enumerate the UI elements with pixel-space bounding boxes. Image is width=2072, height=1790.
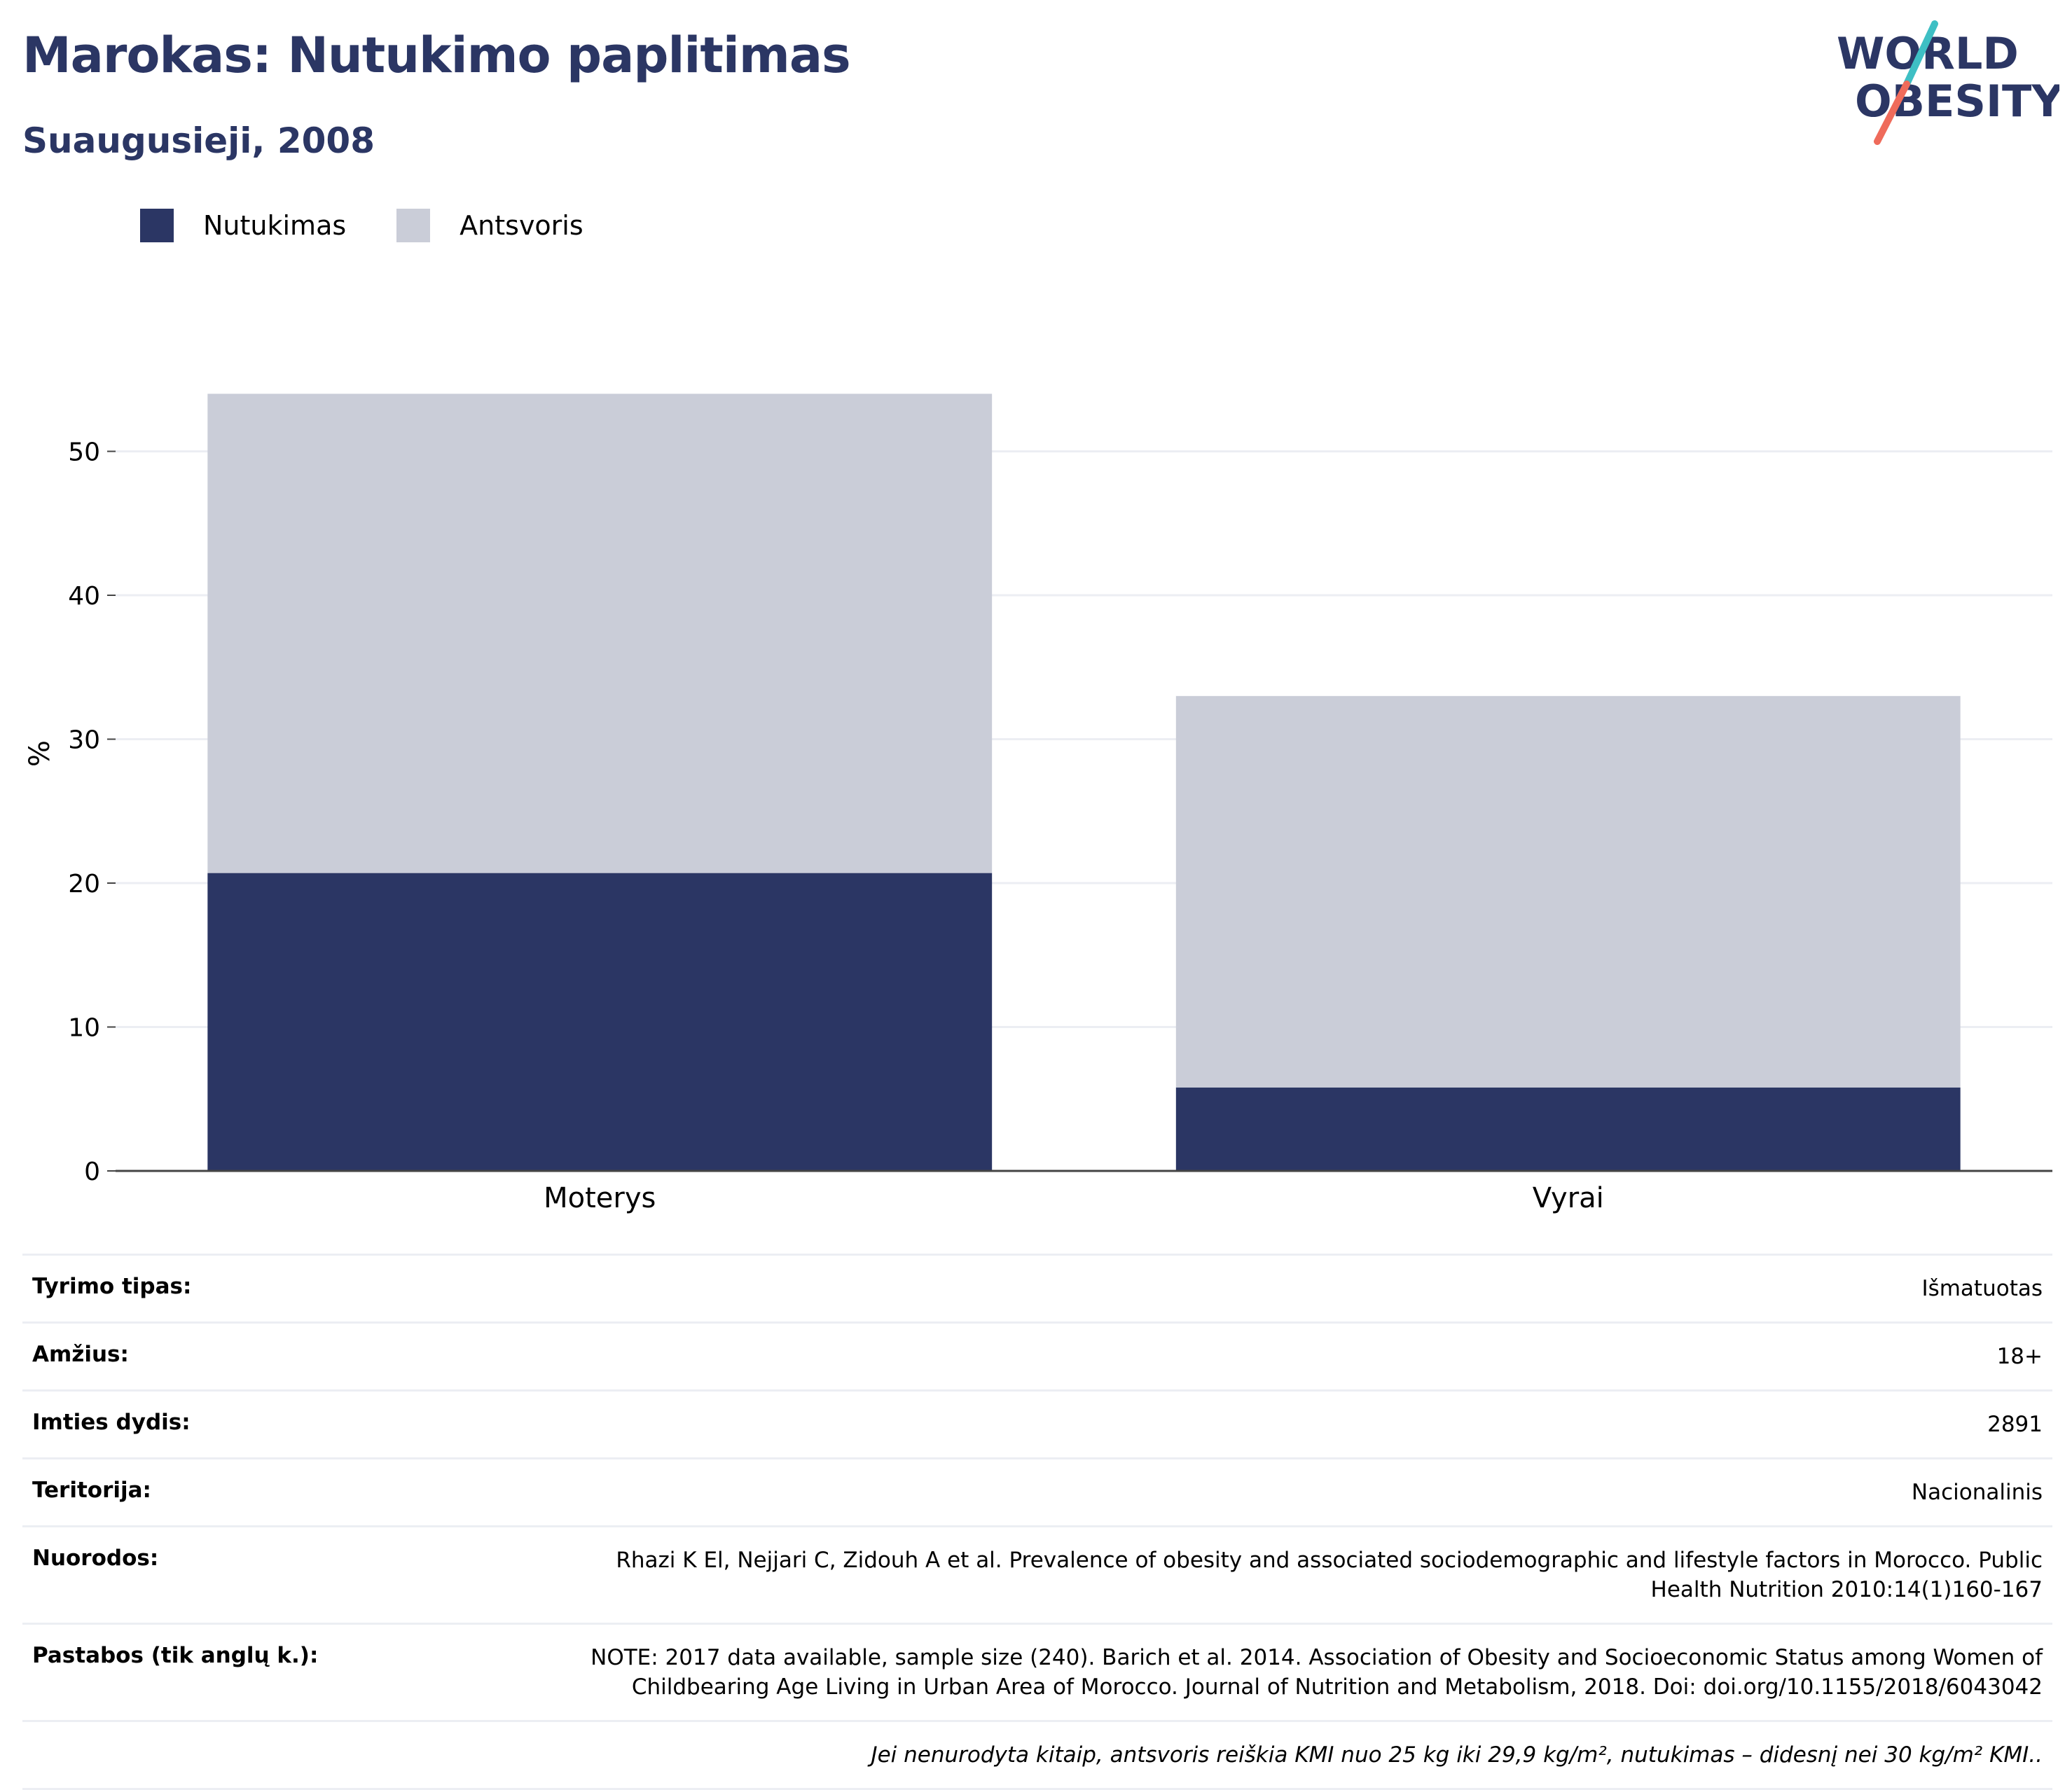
info-row: Nuorodos: Rhazi K El, Nejjari C, Zidouh A… xyxy=(22,1525,2052,1623)
bar-overweight-0 xyxy=(207,394,993,873)
x-tick-label: Vyrai xyxy=(1533,1182,1604,1214)
y-tick-label: 0 xyxy=(84,1158,100,1186)
info-value: 18+ xyxy=(1996,1344,2043,1369)
x-tick-label: Moterys xyxy=(544,1182,656,1214)
y-tick-label: 30 xyxy=(68,726,100,755)
footnote: Jei nenurodyta kitaip, antsvoris reiškia… xyxy=(871,1742,2043,1768)
info-value: NOTE: 2017 data available, sample size (… xyxy=(590,1645,2043,1700)
stacked-bar-chart: 0 10 20 30 40 50% Moterys Vyrai xyxy=(24,394,2052,1214)
legend-item-obesity[interactable]: Nutukimas xyxy=(140,209,346,242)
y-axis-label: % xyxy=(24,740,56,767)
info-row: Imties dydis: 2891 xyxy=(22,1389,2052,1457)
info-label: Amžius: xyxy=(32,1342,129,1367)
legend-swatch-obesity xyxy=(140,209,174,242)
info-label: Imties dydis: xyxy=(32,1410,191,1435)
info-row: Tyrimo tipas: Išmatuotas xyxy=(22,1254,2052,1321)
info-value: Rhazi K El, Nejjari C, Zidouh A et al. P… xyxy=(616,1548,2043,1602)
info-value: Nacionalinis xyxy=(1911,1480,2043,1505)
study-info-table: Tyrimo tipas: Išmatuotas Amžius: 18+ Imties … xyxy=(22,1254,2052,1790)
bar-overweight-1 xyxy=(1175,695,1961,1088)
info-row: Pastabos (tik anglų k.): NOTE: 2017 data … xyxy=(22,1623,2052,1720)
page-subtitle: Suaugusieji, 2008 xyxy=(22,120,375,161)
info-label: Pastabos (tik anglų k.): xyxy=(32,1643,319,1668)
legend-label-obesity: Nutukimas xyxy=(203,210,347,241)
info-value: 2891 xyxy=(1987,1412,2043,1437)
info-label: Nuorodos: xyxy=(32,1546,159,1571)
y-tick-label: 40 xyxy=(68,582,100,611)
footnote-row: Jei nenurodyta kitaip, antsvoris reiškia… xyxy=(22,1720,2052,1790)
info-row: Amžius: 18+ xyxy=(22,1321,2052,1389)
legend-label-overweight: Antsvoris xyxy=(460,210,583,241)
page-title: Marokas: Nutukimo paplitimas xyxy=(22,27,851,84)
logo-slash-teal xyxy=(1903,20,1938,88)
bar-obesity-1 xyxy=(1175,1087,1961,1171)
legend-item-overweight[interactable]: Antsvoris xyxy=(396,209,583,242)
y-tick-label: 50 xyxy=(68,438,100,467)
logo-slash-coral xyxy=(1874,81,1910,145)
chart-legend: Nutukimas Antsvoris xyxy=(140,209,634,242)
info-label: Teritorija: xyxy=(32,1478,151,1503)
bar-obesity-0 xyxy=(207,873,993,1171)
info-row: Teritorija: Nacionalinis xyxy=(22,1457,2052,1525)
y-tick-label: 10 xyxy=(68,1014,100,1043)
world-obesity-logo: WORLD OBESITY xyxy=(1837,20,2059,145)
info-label: Tyrimo tipas: xyxy=(32,1274,192,1299)
legend-swatch-overweight xyxy=(396,209,431,242)
info-value: Išmatuotas xyxy=(1921,1276,2043,1301)
y-tick-label: 20 xyxy=(68,870,100,899)
